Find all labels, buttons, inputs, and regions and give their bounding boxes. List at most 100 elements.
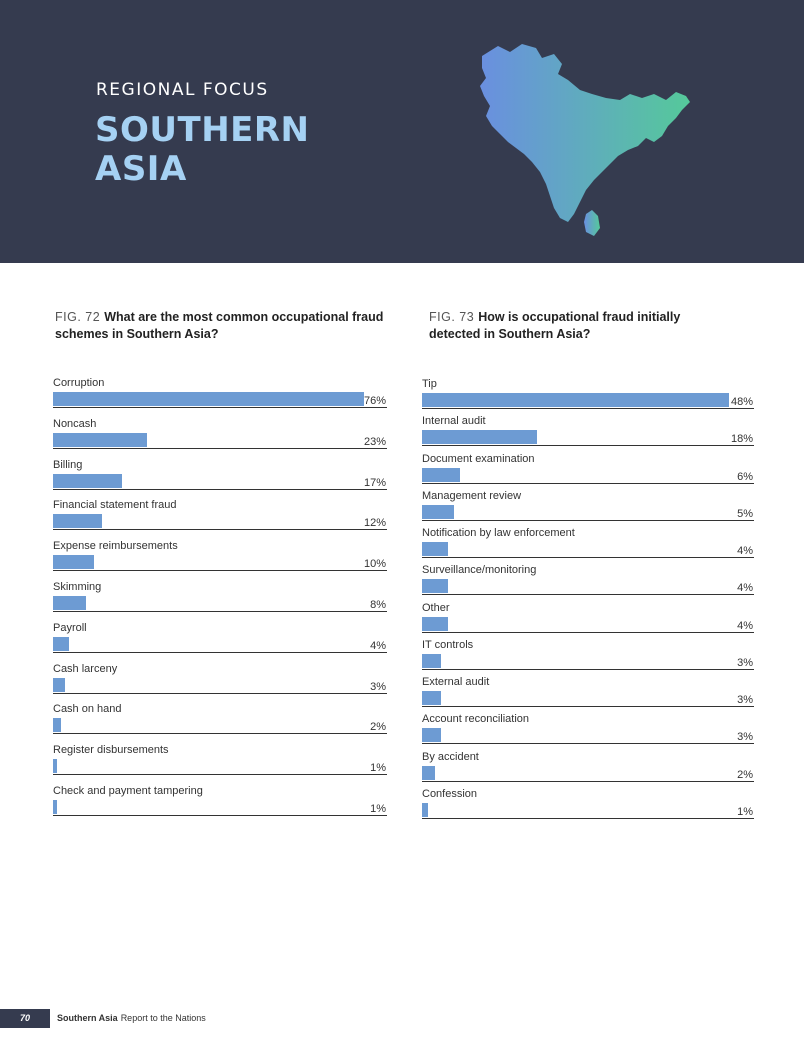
row-baseline: [422, 706, 754, 708]
value-label: 3%: [370, 680, 386, 693]
row-baseline: [422, 818, 754, 819]
category-label: Tip: [422, 378, 437, 390]
row-baseline: [422, 743, 754, 745]
value-label: 17%: [363, 476, 386, 489]
chart-row: Confession 1%: [422, 788, 754, 828]
row-baseline: [53, 488, 387, 490]
row-baseline: [422, 482, 754, 484]
chart-row: Cash on hand 2%: [53, 703, 387, 743]
value-label: 10%: [363, 558, 386, 571]
chart-row: Document examination 6%: [422, 453, 754, 493]
region-title-line2: ASIA: [95, 149, 187, 189]
row-baseline: [422, 519, 754, 521]
row-baseline: [53, 733, 387, 735]
chart-row: Expense reimbursements 10%: [53, 540, 387, 580]
category-label: Other: [422, 601, 450, 614]
chart-row: Surveillance/monitoring 4%: [422, 564, 754, 604]
fig72-number: FIG. 72: [55, 310, 101, 324]
category-label: Account reconciliation: [422, 713, 530, 726]
value-label: 2%: [737, 768, 753, 781]
bar: [53, 718, 62, 733]
bar: [422, 728, 442, 743]
category-label: Management review: [422, 489, 522, 502]
category-label: Noncash: [53, 417, 97, 430]
bar: [53, 800, 58, 814]
bar: [53, 473, 123, 488]
chart-row: Payroll 4%: [53, 622, 387, 662]
row-baseline: [422, 557, 754, 559]
category-label: Billing: [53, 458, 83, 471]
bar: [422, 691, 442, 706]
chart-row: Cash larceny 3%: [53, 663, 387, 703]
value-label: 4%: [737, 545, 753, 558]
chart-row: IT controls 3%: [422, 639, 754, 679]
bar: [53, 432, 147, 447]
chart-row: Register disbursements 1%: [53, 744, 387, 784]
bar: [422, 542, 448, 557]
chart-row: Tip 48%: [422, 378, 754, 418]
value-label: 1%: [370, 762, 386, 775]
category-label: Payroll: [53, 621, 87, 634]
chart-row: Management review 5%: [422, 490, 754, 530]
category-label: IT controls: [422, 638, 474, 651]
chart-row: Skimming 8%: [53, 581, 387, 621]
fig72-heading: FIG. 72 What are the most common occupati…: [55, 309, 385, 343]
bar: [422, 803, 429, 817]
chart-row: By accident 2%: [422, 751, 754, 791]
row-baseline: [422, 668, 754, 670]
bar: [53, 555, 94, 570]
chart-row: Corruption 76%: [53, 377, 387, 417]
chart-row: Other 4%: [422, 602, 754, 642]
bar: [53, 636, 70, 651]
value-label: 4%: [370, 639, 386, 652]
category-label: Skimming: [53, 581, 102, 593]
bar: [53, 677, 66, 692]
row-baseline: [53, 570, 387, 572]
value-label: 3%: [737, 656, 753, 669]
category-label: By accident: [422, 750, 479, 763]
footer-publication: Report to the Nations: [120, 1013, 206, 1023]
chart-row: Internal audit 18%: [422, 415, 754, 455]
chart-row: External audit 3%: [422, 676, 754, 716]
chart-row: Financial statement fraud 12%: [53, 499, 387, 539]
value-label: 18%: [730, 433, 753, 446]
category-label: Confession: [422, 788, 478, 800]
row-baseline: [53, 407, 387, 408]
value-label: 1%: [737, 806, 753, 818]
category-label: Financial statement fraud: [53, 499, 177, 512]
bar: [422, 653, 442, 668]
value-label: 6%: [737, 470, 753, 483]
value-label: 4%: [737, 619, 753, 632]
fig73-number: FIG. 73: [429, 310, 475, 324]
value-label: 4%: [737, 582, 753, 595]
page-number: 70: [0, 1009, 50, 1028]
fraud-schemes-chart: Corruption 76% Noncash 23% Billing 17% Financi…: [53, 0, 387, 830]
footer-caption: Southern Asia Report to the Nations: [57, 1013, 206, 1023]
category-label: Document examination: [422, 452, 535, 465]
row-baseline: [422, 631, 754, 633]
row-baseline: [53, 529, 387, 531]
fig73-heading: FIG. 73 How is occupational fraud initial…: [429, 309, 729, 343]
value-label: 48%: [730, 396, 753, 408]
row-baseline: [53, 815, 387, 816]
category-label: Register disbursements: [53, 744, 169, 757]
value-label: 8%: [370, 599, 386, 611]
row-baseline: [53, 692, 387, 694]
row-baseline: [53, 611, 387, 612]
row-baseline: [422, 408, 754, 409]
footer-section: Southern Asia: [57, 1013, 118, 1023]
bar: [422, 467, 461, 482]
chart-row: Account reconciliation 3%: [422, 713, 754, 753]
category-label: Expense reimbursements: [53, 540, 178, 553]
category-label: Surveillance/monitoring: [422, 564, 537, 577]
chart-row: Noncash 23%: [53, 418, 387, 458]
value-label: 3%: [737, 731, 753, 744]
bar: [53, 759, 58, 774]
bar: [422, 579, 448, 594]
bar: [422, 616, 448, 631]
row-baseline: [53, 447, 387, 449]
fig73-question: How is occupational fraud initially dete…: [429, 310, 681, 341]
category-label: Corruption: [53, 377, 105, 389]
category-label: Notification by law enforcement: [422, 527, 575, 540]
category-label: Cash on hand: [53, 703, 122, 716]
